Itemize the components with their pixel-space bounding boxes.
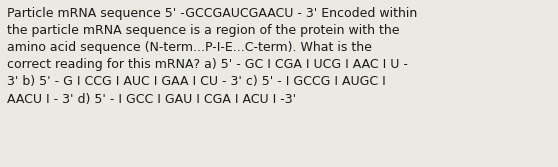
Text: Particle mRNA sequence 5' -GCCGAUCGAACU - 3' Encoded within
the particle mRNA se: Particle mRNA sequence 5' -GCCGAUCGAACU … [7,7,417,106]
